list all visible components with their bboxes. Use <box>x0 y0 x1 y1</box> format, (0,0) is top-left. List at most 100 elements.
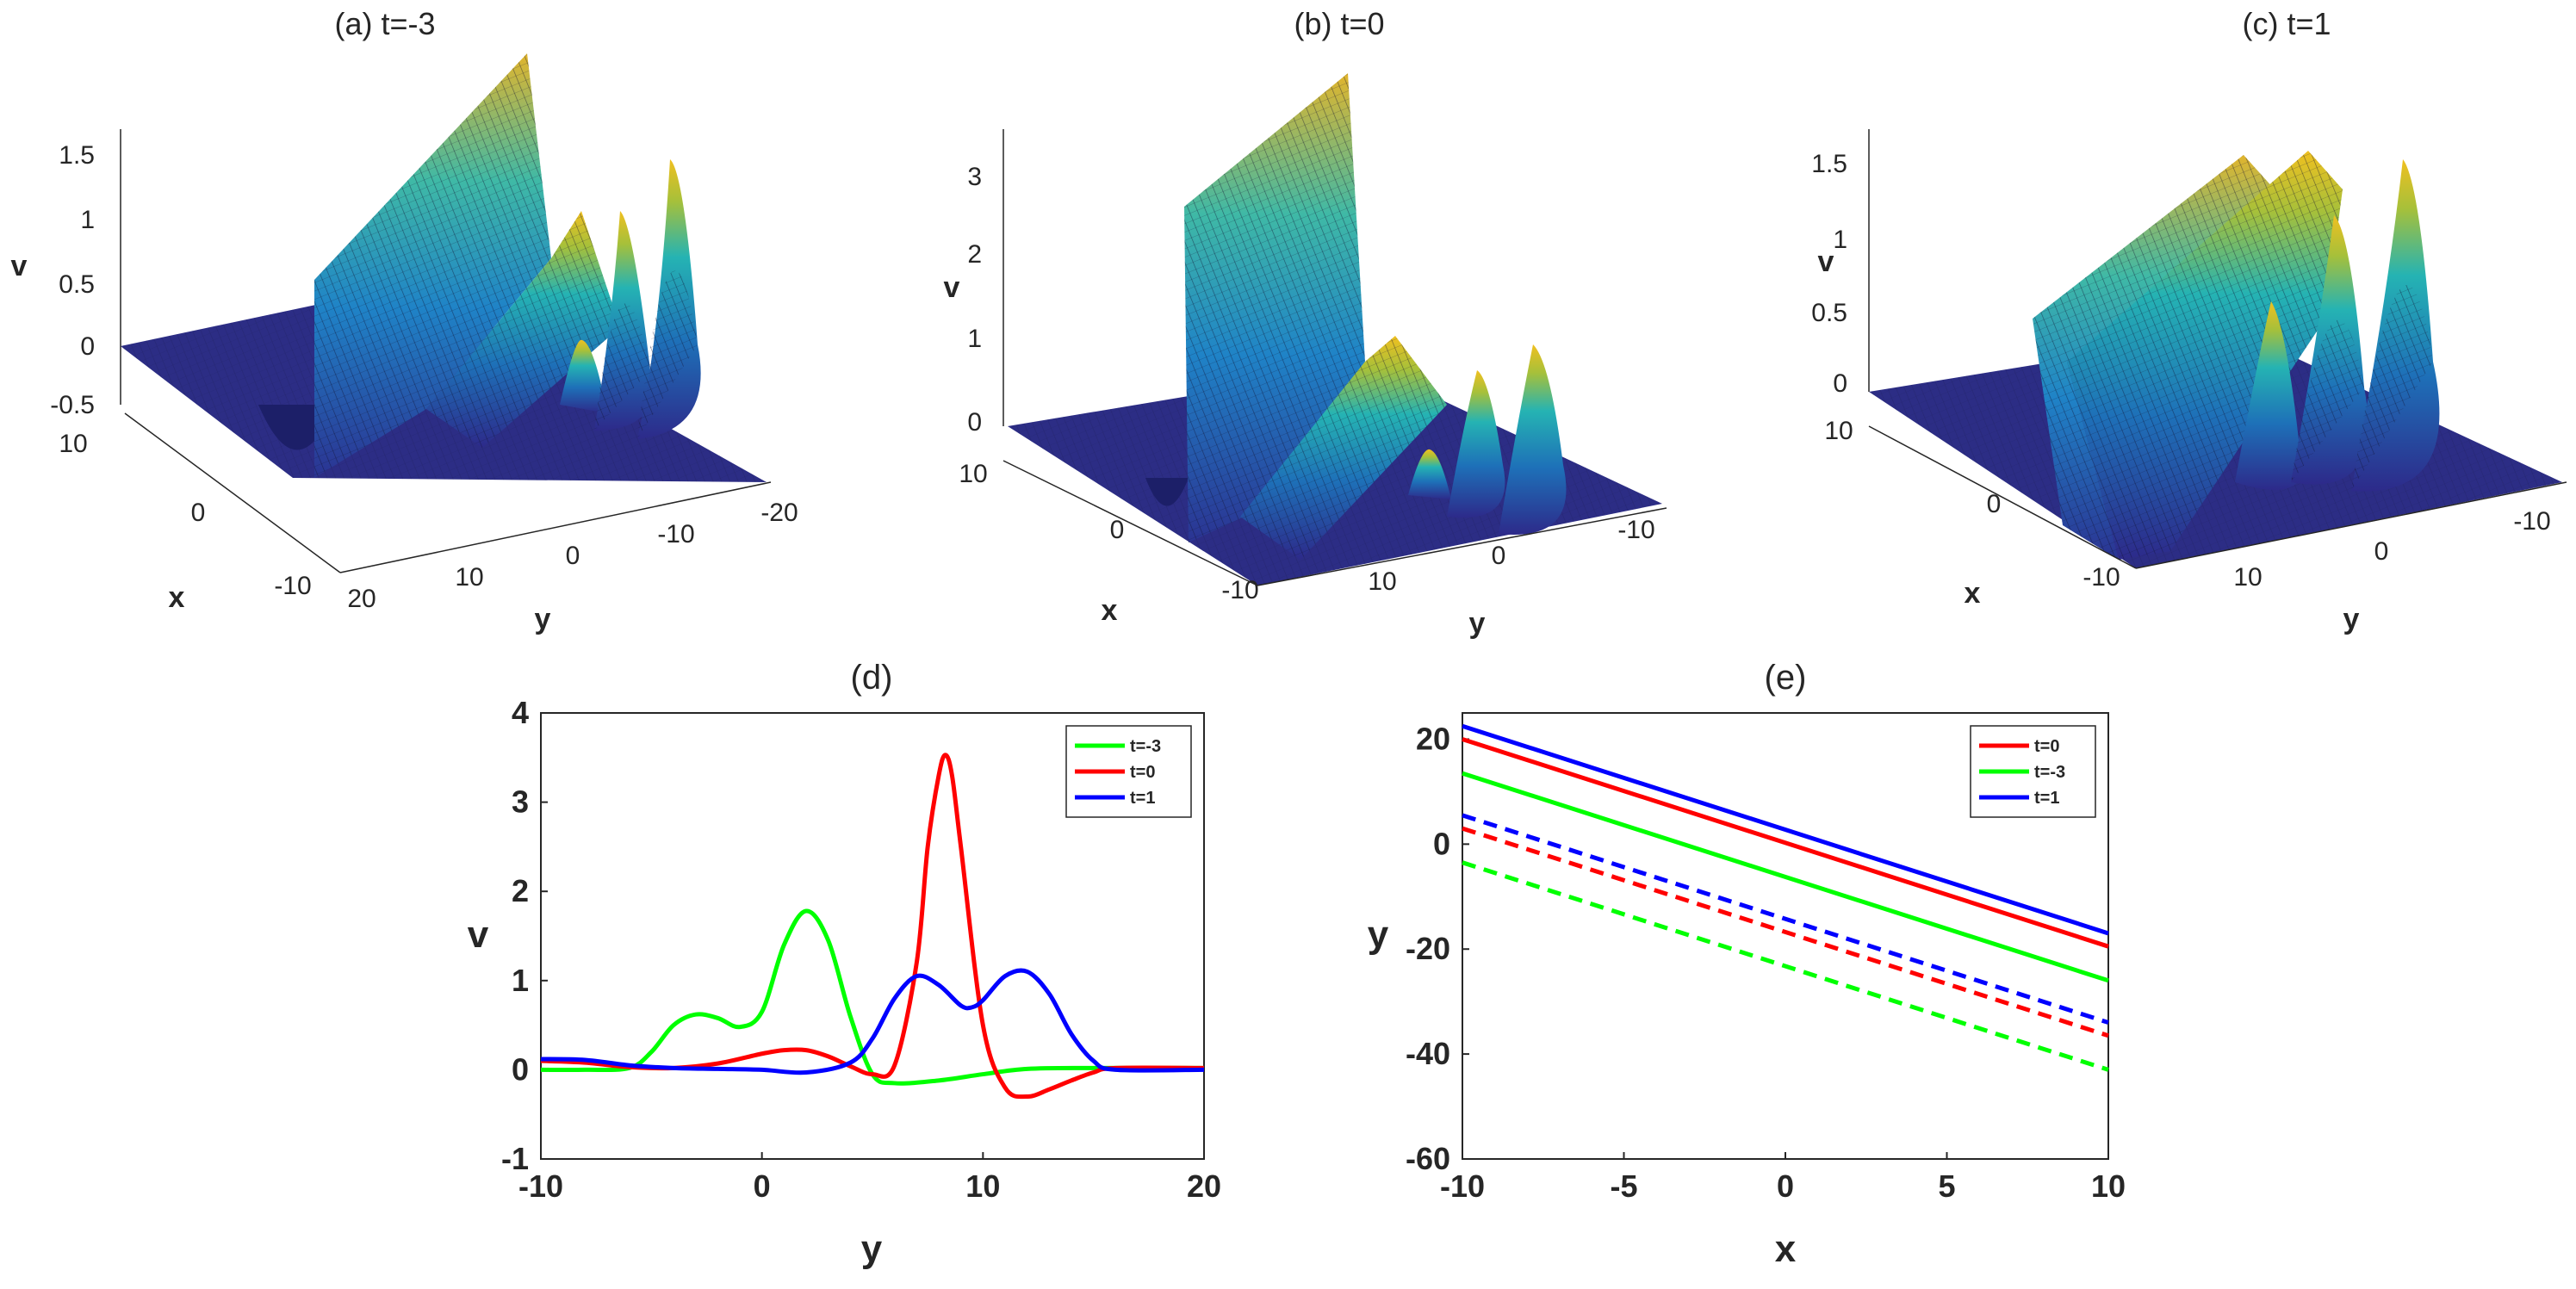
panel-c-y-tick: 10 <box>2233 563 2262 592</box>
panel-b-y-axis <box>1257 507 1667 586</box>
panel-c-y-tick: -10 <box>2513 507 2550 536</box>
panel-e-title: (e) <box>1765 659 1807 697</box>
panel-d-legend-box <box>1065 725 1192 818</box>
panel-e: (e) -10 -5 0 5 10 -60 -40 -20 0 20 x y t=0 t=-3 t=1 <box>1368 659 2126 1270</box>
panel-b-x-tick: 10 <box>959 460 987 488</box>
panel-e-ticks: -10 -5 0 5 10 -60 -40 -20 0 20 <box>1406 721 2126 1204</box>
panel-d-y-tick-label: -1 <box>501 1141 529 1176</box>
panel-d-y-tick-label: 0 <box>512 1051 529 1087</box>
panel-e-y-tick-label: -60 <box>1406 1141 1450 1176</box>
panel-d-series-line-0 <box>540 908 1205 1086</box>
panel-c-y-axis <box>2135 481 2567 569</box>
panel-c-y-label: y <box>2343 603 2360 635</box>
panel-e-y-tick-label: -20 <box>1406 931 1450 966</box>
panel-e-series-line-0 <box>1462 737 2109 949</box>
panel-b: (b) t=0 3 2 1 0 10 0 -10 10 0 -10 v x y <box>944 6 1667 640</box>
panel-c-x-tick: 0 <box>1987 490 2002 518</box>
panel-e-legend-label: t=1 <box>2034 789 2059 808</box>
panel-a-y-tick: 10 <box>455 563 483 592</box>
panel-d-y-tick-label: 4 <box>512 695 529 730</box>
panel-e-x-tick-label: -10 <box>1440 1168 1485 1204</box>
panel-b-peak-1 <box>1447 370 1505 518</box>
panel-a-z-label: v <box>11 250 28 282</box>
panel-d-x-tick-label: 0 <box>754 1168 771 1204</box>
panel-c-z-tick: 0.5 <box>1811 299 1847 327</box>
panel-b-z-label: v <box>944 271 960 304</box>
panel-a-z-tick: 0 <box>80 332 95 361</box>
panel-d-legend-label: t=-3 <box>1130 737 1161 756</box>
panel-b-x-tick: 0 <box>1110 516 1125 544</box>
panel-b-title: (b) t=0 <box>1294 6 1384 41</box>
panel-d-legend: t=-3 t=0 t=1 <box>1065 725 1192 818</box>
panel-b-peak-2 <box>1499 344 1567 535</box>
panel-a-x-label: x <box>169 581 185 614</box>
panel-c: (c) t=1 1.5 1 0.5 0 10 0 -10 10 0 -10 v … <box>1811 6 2567 635</box>
panel-b-z-tick: 3 <box>967 163 982 191</box>
panel-a-x-tick: 10 <box>59 430 87 458</box>
panel-e-legend-label: t=-3 <box>2034 763 2065 782</box>
panel-c-x-tick: 10 <box>1824 417 1853 445</box>
panel-c-y-tick: 0 <box>2374 537 2389 566</box>
panel-d-y-tick-label: 1 <box>512 963 529 998</box>
panel-a-z-tick: 0.5 <box>59 270 95 299</box>
panel-b-x-label: x <box>1102 594 1118 627</box>
panel-c-z-tick: 1.5 <box>1811 150 1847 178</box>
panel-d-y-tick-label: 2 <box>512 873 529 908</box>
panel-a-x-axis <box>124 412 341 573</box>
panel-a-y-tick: 0 <box>566 542 580 570</box>
panel-b-z-tick: 1 <box>967 325 982 353</box>
panel-b-y-label: y <box>1469 607 1486 640</box>
panel-d-x-tick-label: -10 <box>518 1168 563 1204</box>
panel-e-y-tick-label: 20 <box>1416 721 1450 756</box>
panel-c-peak-1 <box>2235 301 2303 490</box>
panel-e-y-label: y <box>1368 914 1389 956</box>
panel-c-x-label: x <box>1965 577 1981 610</box>
panel-c-z-tick: 1 <box>1833 226 1847 254</box>
panel-a-z-tick: -0.5 <box>50 391 95 419</box>
panel-e-x-label: x <box>1775 1228 1797 1270</box>
panel-e-y-tick-label: 0 <box>1433 826 1450 861</box>
panel-d-legend-label: t=0 <box>1130 763 1155 782</box>
panel-c-z-label: v <box>1818 245 1834 278</box>
panel-d-legend-label: t=1 <box>1130 789 1155 808</box>
panel-b-y-tick: 10 <box>1368 567 1396 596</box>
panel-a-y-tick: -20 <box>760 499 798 527</box>
panel-a-x-tick: 0 <box>191 499 206 527</box>
panel-a-title: (a) t=-3 <box>334 6 435 41</box>
panel-d-lines <box>540 753 1205 1100</box>
panel-b-x-axis <box>1002 460 1258 586</box>
panel-e-series-line-4 <box>1462 826 2109 1038</box>
panel-b-bump-1 <box>1408 449 1451 499</box>
panel-b-y-tick: -10 <box>1617 516 1654 544</box>
panel-e-x-tick-label: 5 <box>1938 1168 1955 1204</box>
panel-a-x-tick: -10 <box>274 572 311 600</box>
panel-d-series-line-1 <box>540 753 1205 1100</box>
panel-d-y-label: v <box>468 914 489 956</box>
panel-e-series-line-3 <box>1462 813 2109 1025</box>
panel-e-y-tick-label: -40 <box>1406 1036 1450 1071</box>
panel-d-title: (d) <box>851 659 893 697</box>
panel-d-series-line-2 <box>540 968 1205 1075</box>
panel-e-series-line-2 <box>1462 723 2109 936</box>
panel-c-title: (c) t=1 <box>2242 6 2331 41</box>
panel-d-x-tick-label: 20 <box>1187 1168 1221 1204</box>
panel-e-x-tick-label: -5 <box>1610 1168 1637 1204</box>
panel-b-x-tick: -10 <box>1221 576 1258 604</box>
panel-a-z-tick: 1.5 <box>59 141 95 170</box>
panel-b-z-tick: 0 <box>967 408 982 437</box>
panel-e-lines <box>1462 723 2109 1072</box>
panel-e-legend: t=0 t=-3 t=1 <box>1970 725 2096 818</box>
panel-a-y-label: y <box>535 603 551 635</box>
panel-e-x-tick-label: 0 <box>1777 1168 1794 1204</box>
panel-c-x-axis <box>1868 425 2137 569</box>
panel-a-y-axis <box>339 481 772 573</box>
panel-c-x-tick: -10 <box>2083 563 2120 592</box>
panel-a-z-tick: 1 <box>80 206 95 234</box>
panel-e-legend-label: t=0 <box>2034 737 2059 756</box>
panel-e-series-line-1 <box>1462 771 2109 983</box>
panel-b-dip <box>1145 478 1189 506</box>
panel-a-y-tick: 20 <box>347 585 376 613</box>
panel-b-y-tick: 0 <box>1492 542 1506 570</box>
